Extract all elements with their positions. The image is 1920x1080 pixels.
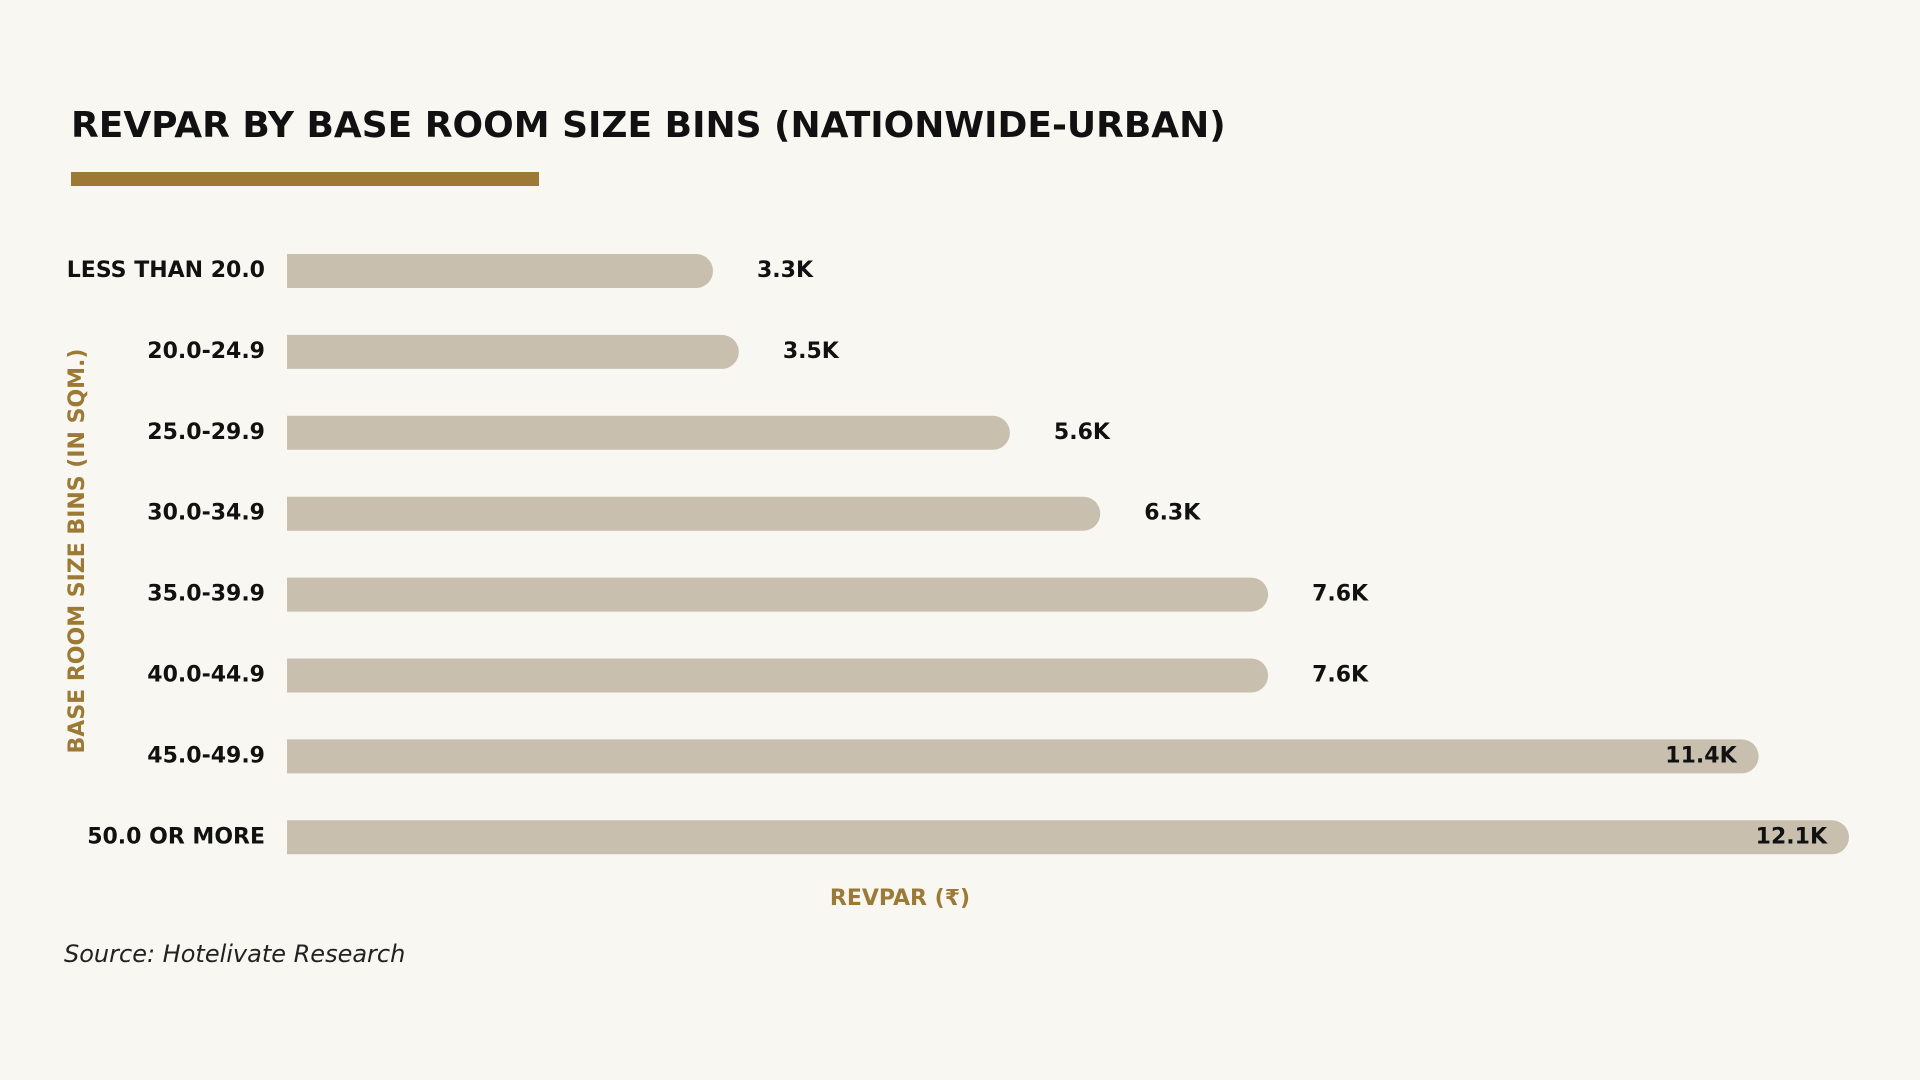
y-tick-label: 45.0-49.9 <box>147 743 265 768</box>
value-label: 5.6K <box>1054 420 1111 445</box>
bar <box>287 820 1849 855</box>
value-label: 12.1K <box>1756 824 1828 849</box>
bar <box>287 334 739 369</box>
bar <box>287 415 1010 450</box>
x-axis-title: REVPAR (₹) <box>830 886 970 911</box>
bar <box>287 577 1269 612</box>
bar <box>287 496 1101 531</box>
y-tick-label: 50.0 OR MORE <box>87 824 265 849</box>
value-label: 7.6K <box>1312 663 1369 688</box>
bar <box>287 658 1269 693</box>
value-label: 6.3K <box>1144 501 1201 526</box>
y-tick-label: 20.0-24.9 <box>147 339 265 364</box>
y-tick-label: 25.0-29.9 <box>147 420 265 445</box>
value-label: 7.6K <box>1312 582 1369 607</box>
bar <box>287 254 713 288</box>
y-tick-label: 40.0-44.9 <box>147 663 265 688</box>
chart-title: REVPAR BY BASE ROOM SIZE BINS (NATIONWID… <box>71 105 1226 146</box>
y-tick-label: 35.0-39.9 <box>147 582 265 607</box>
value-label: 11.4K <box>1665 743 1737 768</box>
bar <box>287 739 1759 774</box>
title-underline <box>71 172 539 186</box>
value-label: 3.3K <box>757 258 814 283</box>
value-label: 3.5K <box>783 339 840 364</box>
y-axis-title: BASE ROOM SIZE BINS (IN SQM.) <box>65 349 90 754</box>
y-tick-label: 30.0-34.9 <box>147 501 265 526</box>
source-note: Source: Hotelivate Research <box>64 940 405 968</box>
y-tick-label: LESS THAN 20.0 <box>67 258 265 283</box>
